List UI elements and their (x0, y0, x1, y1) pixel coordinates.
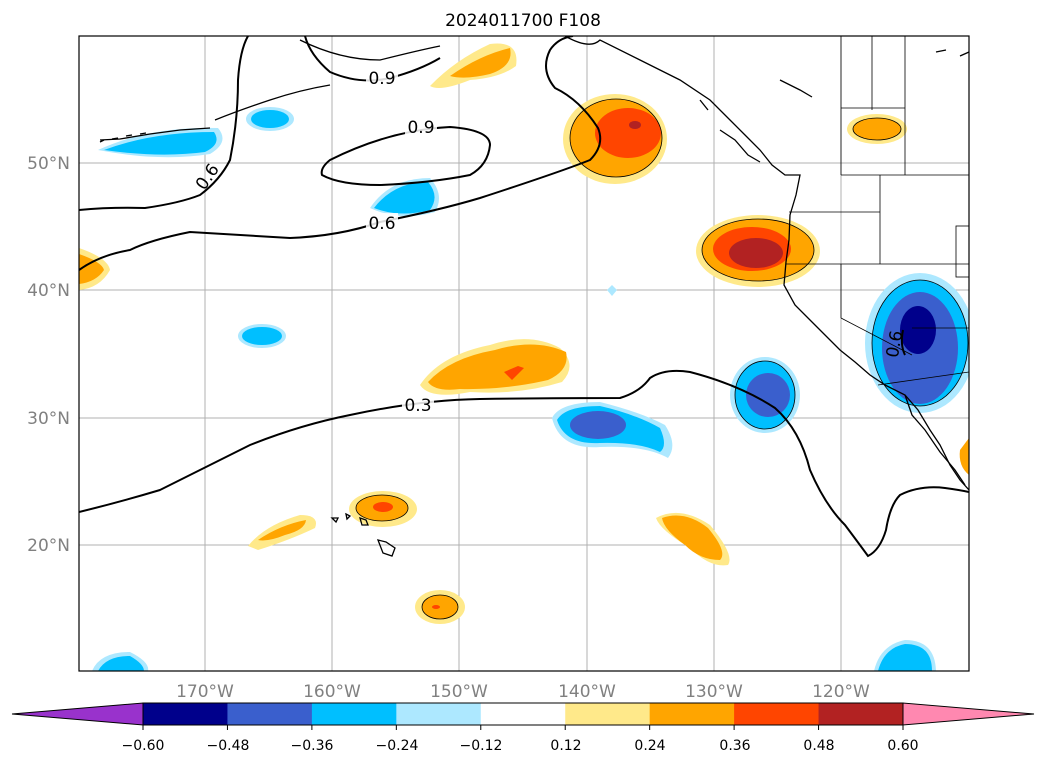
colorbar-cells (142, 702, 904, 726)
map-frame (78, 35, 970, 672)
colorbar-ticks (142, 725, 904, 730)
warm-anomaly-north (430, 43, 517, 88)
cbar-tick-label: −0.24 (376, 738, 419, 754)
warm-anomaly-hawaii (349, 491, 417, 527)
colorbar-cell (565, 703, 651, 725)
warm-anomaly-canada (847, 114, 907, 144)
colorbar-extend-low (11, 702, 144, 726)
cold-anomaly-california (865, 273, 969, 413)
contour-label-0.6-california: 0.6 (883, 329, 907, 359)
colorbar-cell (734, 703, 820, 725)
anomaly-outlines (355, 98, 969, 620)
latitude-labels: 50°N 40°N 30°N 20°N (27, 154, 70, 556)
longitude-labels: 170°W 160°W 150°W 140°W 130°W 120°W (176, 682, 870, 702)
cbar-tick-label: 0.36 (719, 738, 750, 754)
cbar-tick-label: −0.36 (291, 738, 334, 754)
warm-anomaly-central-pacific (420, 339, 570, 395)
cbar-tick-label: 0.12 (550, 738, 581, 754)
cold-anomaly-central (552, 402, 673, 458)
colorbar-cell (480, 703, 566, 725)
lat-label-30n: 30°N (27, 409, 70, 429)
graticule (79, 36, 969, 671)
lon-label-130w: 130°W (685, 682, 743, 702)
warm-anomaly-south-east (656, 512, 730, 566)
cbar-tick-label: 0.60 (887, 738, 918, 754)
cbar-tick-label: 0.48 (803, 738, 834, 754)
contour-label-0.3: 0.3 (404, 396, 431, 416)
lat-label-40n: 40°N (27, 281, 70, 301)
colorbar-cell (818, 703, 904, 725)
cbar-tick-label: −0.12 (460, 738, 503, 754)
warm-anomaly-west-edge (79, 248, 110, 290)
colorbar-cell (143, 703, 228, 725)
warm-anomaly-off-oregon (696, 215, 820, 287)
map-area: 0.9 0.9 0.6 0.6 0.3 0.6 (79, 36, 969, 671)
cbar-tick-label: −0.48 (207, 738, 250, 754)
cold-anomaly-off-baja (730, 357, 800, 433)
cold-anomaly-southeast (874, 640, 936, 671)
warm-anomaly-west-hawaii (248, 515, 316, 550)
colorbar-tick-labels: −0.60 −0.48 −0.36 −0.24 −0.12 0.12 0.24 … (122, 738, 919, 754)
warm-anomaly-gulf-of-alaska (563, 94, 667, 184)
cold-anomaly-tiny (607, 285, 617, 296)
lon-label-150w: 150°W (430, 682, 488, 702)
lat-label-20n: 20°N (27, 536, 70, 556)
cold-anomaly-north-pacific (370, 178, 439, 217)
warm-anomaly-mexico (959, 438, 969, 475)
cbar-tick-label: 0.24 (634, 738, 665, 754)
cold-anomaly-southwest (92, 652, 149, 671)
coastlines (99, 36, 969, 557)
contour-label-0.9-ring: 0.9 (407, 118, 434, 138)
contour-label-0.6-central: 0.6 (368, 214, 395, 234)
contour-label-0.9-north: 0.9 (368, 69, 395, 89)
lat-label-50n: 50°N (27, 154, 70, 174)
colorbar-extend-high (902, 702, 1035, 726)
lon-label-120w: 120°W (812, 682, 870, 702)
lon-label-170w: 170°W (176, 682, 234, 702)
lon-label-140w: 140°W (558, 682, 616, 702)
colorbar: −0.60 −0.48 −0.36 −0.24 −0.12 0.12 0.24 … (11, 702, 1035, 754)
colorbar-cell (311, 703, 397, 725)
cold-anomaly-small-north (246, 107, 294, 131)
lon-label-160w: 160°W (303, 682, 361, 702)
colorbar-cell (396, 703, 482, 725)
colorbar-cell (649, 703, 735, 725)
colorbar-cell (227, 703, 313, 725)
map-title: 2024011700 F108 (445, 11, 601, 31)
cbar-tick-label: −0.60 (122, 738, 165, 754)
cold-anomaly-aleutians (98, 127, 223, 158)
political-borders (786, 36, 969, 386)
cold-anomaly-west (238, 324, 286, 348)
